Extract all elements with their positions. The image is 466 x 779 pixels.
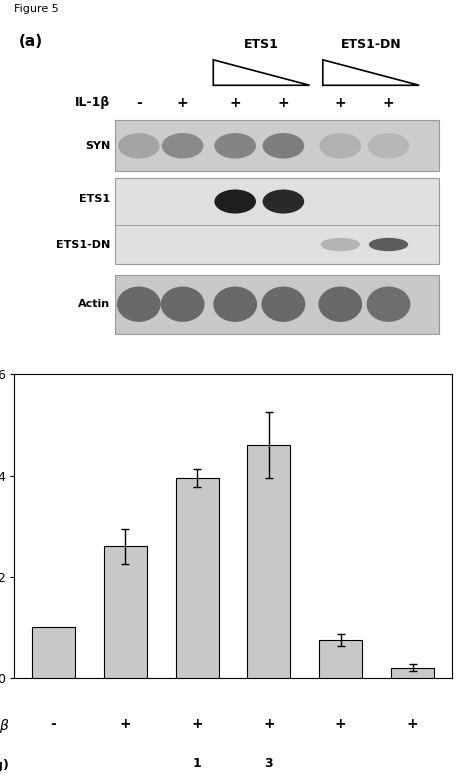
Text: ETS1: ETS1	[79, 194, 110, 204]
Ellipse shape	[118, 133, 160, 159]
Text: SYN: SYN	[85, 141, 110, 151]
Ellipse shape	[214, 189, 256, 213]
Text: IL-1$\beta$: IL-1$\beta$	[0, 717, 10, 735]
Bar	[115, 275, 439, 333]
Ellipse shape	[318, 287, 362, 322]
Ellipse shape	[214, 133, 256, 159]
Text: +: +	[335, 96, 346, 110]
Text: +: +	[335, 717, 347, 731]
Text: ETS1-DN: ETS1-DN	[341, 37, 401, 51]
Text: +: +	[407, 717, 418, 731]
Text: ETS1 ($\mu$g): ETS1 ($\mu$g)	[0, 756, 10, 774]
Polygon shape	[213, 60, 310, 85]
Text: IL-1β: IL-1β	[75, 97, 110, 109]
Ellipse shape	[117, 287, 161, 322]
Ellipse shape	[369, 238, 408, 251]
Text: -: -	[51, 717, 56, 731]
Ellipse shape	[161, 287, 205, 322]
Ellipse shape	[321, 238, 360, 251]
Text: +: +	[119, 717, 131, 731]
Text: 1: 1	[193, 756, 201, 770]
Polygon shape	[323, 60, 419, 85]
Ellipse shape	[262, 133, 304, 159]
Text: Actin: Actin	[78, 299, 110, 309]
Text: +: +	[229, 96, 241, 110]
Bar	[32, 627, 75, 678]
Text: +: +	[263, 717, 275, 731]
Bar	[319, 640, 362, 678]
Ellipse shape	[368, 133, 409, 159]
Text: +: +	[191, 717, 203, 731]
Text: +: +	[383, 96, 394, 110]
Bar	[176, 478, 219, 678]
Ellipse shape	[367, 287, 411, 322]
Ellipse shape	[213, 287, 257, 322]
Bar	[115, 120, 439, 171]
Ellipse shape	[262, 189, 304, 213]
Text: ETS1: ETS1	[244, 37, 279, 51]
Text: -: -	[136, 96, 142, 110]
Text: +: +	[177, 96, 188, 110]
Text: +: +	[278, 96, 289, 110]
Bar	[104, 546, 147, 678]
Text: ETS1-DN: ETS1-DN	[56, 239, 110, 249]
Text: Figure 5: Figure 5	[14, 4, 59, 14]
Text: 3: 3	[265, 756, 273, 770]
Text: (a): (a)	[18, 34, 42, 49]
Ellipse shape	[261, 287, 305, 322]
Bar	[115, 178, 439, 263]
Ellipse shape	[320, 133, 361, 159]
Bar	[247, 446, 290, 678]
Ellipse shape	[162, 133, 204, 159]
Bar	[391, 668, 434, 678]
